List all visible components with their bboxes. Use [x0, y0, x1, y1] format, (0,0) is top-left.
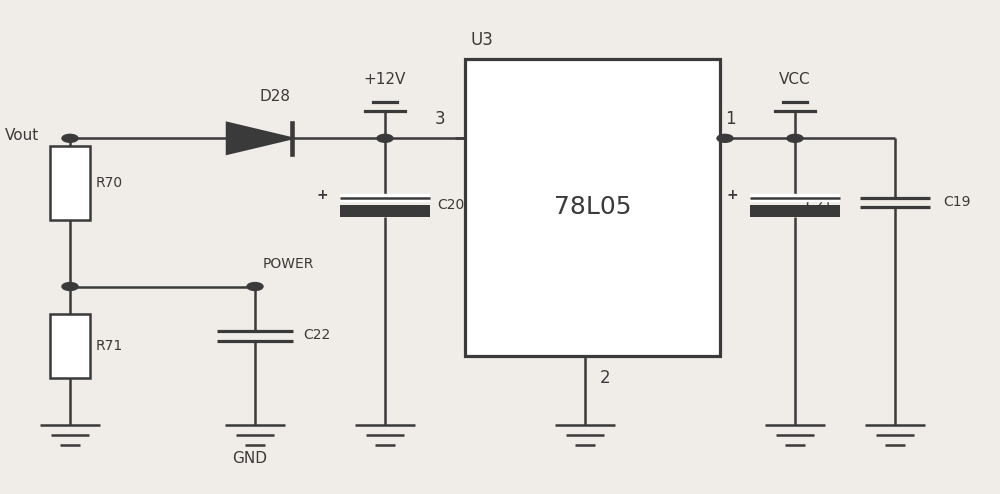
Text: 1: 1 [725, 110, 735, 127]
Text: 3: 3 [435, 110, 445, 127]
Circle shape [787, 134, 803, 142]
Bar [340, 205, 430, 217]
Text: R70: R70 [96, 176, 123, 190]
Polygon shape [227, 123, 292, 154]
Bar [50, 314, 90, 378]
Text: +: + [316, 188, 328, 202]
Text: 2: 2 [600, 369, 610, 387]
Bar [465, 59, 720, 356]
Text: C19: C19 [943, 195, 971, 208]
Bar [50, 146, 90, 220]
Bar [750, 205, 840, 217]
Circle shape [377, 134, 393, 142]
Text: VCC: VCC [779, 72, 811, 86]
Text: U3: U3 [470, 31, 493, 48]
Circle shape [62, 134, 78, 142]
Text: C21: C21 [805, 198, 832, 212]
Circle shape [717, 134, 733, 142]
Text: +12V: +12V [364, 72, 406, 86]
Text: POWER: POWER [263, 257, 314, 271]
Text: R71: R71 [96, 339, 123, 353]
Text: C22: C22 [303, 328, 330, 342]
Text: Vout: Vout [5, 128, 39, 143]
Text: 78L05: 78L05 [554, 196, 631, 219]
Text: GND: GND [232, 451, 268, 466]
Text: C20: C20 [437, 198, 464, 212]
Text: D28: D28 [260, 89, 290, 104]
Circle shape [247, 283, 263, 290]
Text: +: + [726, 188, 738, 202]
Circle shape [62, 283, 78, 290]
